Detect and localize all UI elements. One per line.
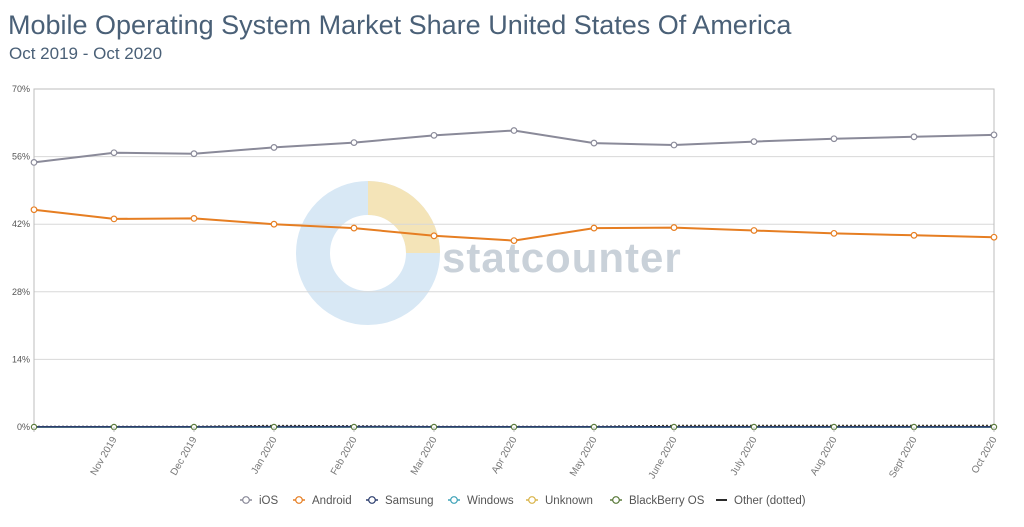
x-tick-label: Mar 2020 <box>409 435 440 477</box>
data-point-android[interactable] <box>670 224 678 231</box>
x-tick-label: July 2020 <box>729 435 760 478</box>
data-point-android[interactable] <box>910 231 918 239</box>
data-point-ios[interactable] <box>350 139 358 146</box>
x-tick-label: Oct 2020 <box>970 435 1000 476</box>
watermark-text: statcounter <box>442 234 682 281</box>
data-point-ios[interactable] <box>830 135 838 143</box>
legend-label: Other (dotted) <box>734 495 806 507</box>
data-point-ios[interactable] <box>990 131 998 139</box>
legend-label: Samsung <box>385 495 434 507</box>
legend-item[interactable]: BlackBerry OS <box>610 495 705 507</box>
y-tick-label: 0% <box>17 422 30 432</box>
chart-subtitle: Oct 2019 - Oct 2020 <box>9 44 163 63</box>
x-tick-label: Nov 2019 <box>89 435 120 478</box>
data-point-ios[interactable] <box>30 158 38 166</box>
data-point-ios[interactable] <box>110 149 118 157</box>
data-point-android[interactable] <box>190 215 198 222</box>
x-tick-label: Aug 2020 <box>809 435 840 478</box>
legend-item[interactable]: Android <box>293 495 352 507</box>
data-point-ios[interactable] <box>430 131 438 139</box>
y-tick-label: 42% <box>12 219 30 229</box>
legend-marker-icon <box>368 496 376 504</box>
y-tick-label: 14% <box>12 354 30 364</box>
legend-marker-icon <box>612 496 620 504</box>
legend-item[interactable]: iOS <box>240 495 279 507</box>
statcounter-watermark: statcounter <box>296 181 682 325</box>
x-tick-label: Dec 2019 <box>169 435 200 478</box>
data-point-android[interactable] <box>750 227 758 234</box>
data-point-android[interactable] <box>990 233 998 241</box>
data-point-ios[interactable] <box>510 127 518 134</box>
data-point-ios[interactable] <box>750 138 758 146</box>
data-point-ios[interactable] <box>270 144 278 151</box>
x-tick-label: Apr 2020 <box>490 435 520 476</box>
data-point-ios[interactable] <box>590 139 598 147</box>
y-tick-label: 70% <box>12 84 30 94</box>
data-point-ios[interactable] <box>670 141 678 149</box>
legend-label: BlackBerry OS <box>629 495 705 507</box>
series-line-ios <box>33 129 995 164</box>
x-tick-label: May 2020 <box>568 435 600 479</box>
chart-title: Mobile Operating System Market Share Uni… <box>8 10 792 40</box>
y-tick-label: 56% <box>12 152 30 162</box>
data-point-android[interactable] <box>350 224 358 232</box>
legend-item[interactable]: Windows <box>448 495 514 507</box>
x-tick-label: Feb 2020 <box>329 435 360 477</box>
data-point-android[interactable] <box>270 220 278 228</box>
legend-item[interactable]: Unknown <box>526 495 593 507</box>
data-point-ios[interactable] <box>190 150 198 158</box>
x-tick-label: Jan 2020 <box>249 435 279 477</box>
x-tick-label: Sept 2020 <box>887 435 920 480</box>
data-point-android[interactable] <box>430 232 438 240</box>
legend-item[interactable]: Samsung <box>366 495 434 507</box>
legend-label: iOS <box>259 495 279 507</box>
watermark-logo-accent <box>367 181 440 254</box>
data-point-ios[interactable] <box>910 133 918 141</box>
data-point-android[interactable] <box>510 237 518 245</box>
legend-item[interactable]: Other (dotted) <box>716 495 806 507</box>
legend-marker-icon <box>242 496 250 504</box>
legend-marker-icon <box>528 496 536 504</box>
legend-marker-icon <box>295 496 303 504</box>
legend-label: Windows <box>467 495 514 507</box>
legend-label: Unknown <box>545 495 593 507</box>
y-tick-label: 28% <box>12 287 30 297</box>
legend-marker-icon <box>450 496 458 504</box>
legend-label: Android <box>312 495 352 507</box>
data-point-android[interactable] <box>830 229 838 237</box>
x-tick-label: June 2020 <box>647 435 680 481</box>
data-point-android[interactable] <box>590 224 598 232</box>
data-point-android[interactable] <box>110 215 118 223</box>
data-point-android[interactable] <box>30 206 38 214</box>
